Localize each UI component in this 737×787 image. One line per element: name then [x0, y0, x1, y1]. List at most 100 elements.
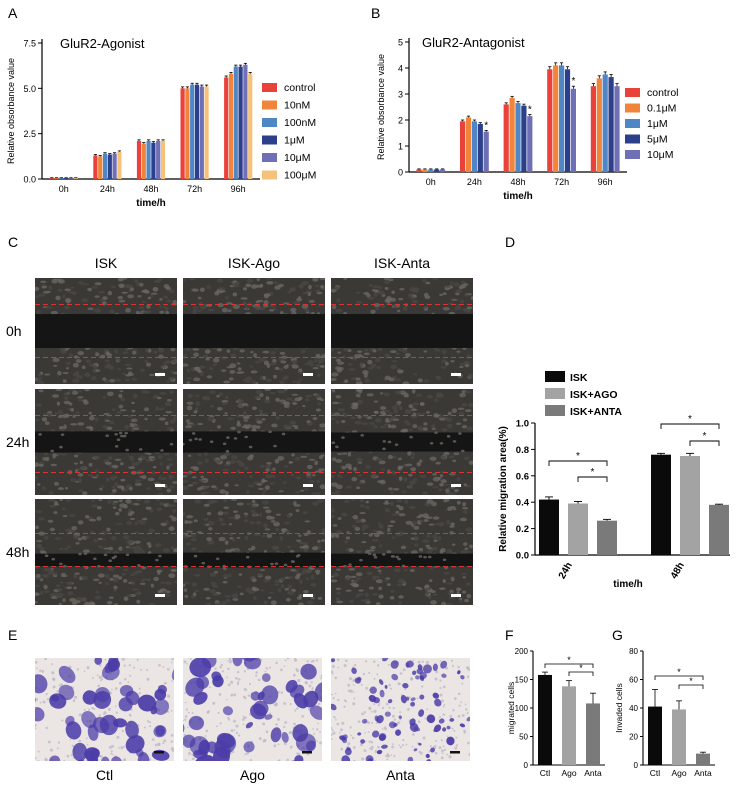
migrated-cell	[83, 552, 88, 555]
pore	[170, 661, 173, 664]
cell	[71, 525, 78, 531]
pore	[411, 745, 414, 748]
cell	[280, 584, 285, 589]
scale-bar	[451, 484, 461, 487]
migrated-cell	[434, 431, 438, 434]
bar-control	[503, 104, 509, 172]
cell	[110, 535, 117, 541]
cell	[383, 278, 391, 281]
cell	[241, 403, 249, 407]
cell	[58, 602, 63, 605]
stained-cell	[295, 733, 317, 753]
pore	[374, 749, 378, 754]
cell	[312, 278, 319, 282]
cell	[186, 530, 193, 533]
cell	[186, 515, 194, 519]
cell	[84, 601, 90, 605]
significance-star: *	[689, 676, 693, 686]
cell	[438, 416, 446, 419]
cell	[153, 350, 158, 355]
migrated-cell	[226, 436, 230, 439]
wound-gap	[183, 431, 325, 453]
cell	[357, 415, 362, 419]
pore	[294, 709, 297, 712]
pore	[233, 719, 237, 723]
cell	[117, 283, 125, 287]
cell	[346, 531, 350, 534]
cell	[209, 588, 216, 594]
x-tick-label: Ago	[671, 768, 686, 778]
cell	[262, 500, 269, 505]
stained-cell	[400, 694, 407, 704]
cell	[418, 514, 425, 518]
cell	[258, 306, 266, 311]
cell	[41, 417, 48, 422]
cell	[270, 362, 277, 366]
stained-cell	[419, 671, 427, 679]
cell	[135, 570, 143, 574]
cell	[459, 392, 466, 398]
significance-bracket	[654, 675, 704, 680]
cell	[237, 399, 244, 404]
cell	[63, 392, 69, 396]
cell	[277, 456, 285, 461]
cell	[208, 367, 214, 370]
pore	[111, 688, 113, 691]
cell	[256, 483, 263, 486]
cell	[92, 368, 97, 374]
cell	[160, 477, 167, 481]
cell	[94, 417, 99, 422]
cell	[183, 532, 186, 537]
cell	[207, 540, 215, 545]
cell	[77, 350, 85, 356]
pore	[138, 687, 141, 690]
stained-cell	[341, 755, 351, 761]
migrated-cell	[222, 442, 227, 446]
pore	[58, 684, 61, 687]
pore	[280, 691, 284, 694]
bar-10μM	[156, 140, 161, 179]
pore	[73, 695, 78, 699]
row-label: 48h	[6, 544, 29, 560]
cell	[253, 595, 257, 600]
pore	[441, 749, 444, 753]
pore	[100, 754, 103, 758]
cell	[377, 522, 382, 526]
x-tick-label: 0h	[426, 177, 436, 187]
cell	[107, 290, 113, 296]
stained-cell	[405, 696, 410, 701]
pore	[244, 753, 247, 756]
cell	[309, 363, 315, 367]
pore	[114, 687, 118, 690]
pore	[335, 718, 337, 721]
cell	[49, 505, 54, 508]
cell	[255, 520, 262, 525]
cell	[448, 473, 456, 476]
bar-1μM	[559, 65, 565, 172]
pore	[385, 702, 389, 706]
cell	[370, 363, 377, 368]
cell	[153, 576, 159, 582]
cell	[359, 511, 366, 515]
bar-control	[590, 86, 596, 172]
pore	[284, 659, 287, 662]
cell	[155, 543, 162, 547]
bar-control	[460, 121, 466, 172]
stained-cell	[94, 687, 111, 703]
cell	[440, 455, 447, 460]
cell	[269, 482, 275, 485]
cell	[412, 402, 420, 406]
cell	[226, 349, 231, 353]
cell	[291, 393, 299, 396]
cell	[361, 524, 369, 529]
cell	[372, 529, 378, 532]
cell	[65, 528, 72, 533]
stained-cell	[404, 634, 408, 638]
cell	[115, 511, 120, 516]
cell	[57, 409, 63, 413]
cell	[468, 460, 473, 465]
cell	[417, 378, 423, 383]
cell	[423, 379, 430, 383]
cell	[136, 281, 140, 287]
stained-cell	[110, 635, 132, 656]
